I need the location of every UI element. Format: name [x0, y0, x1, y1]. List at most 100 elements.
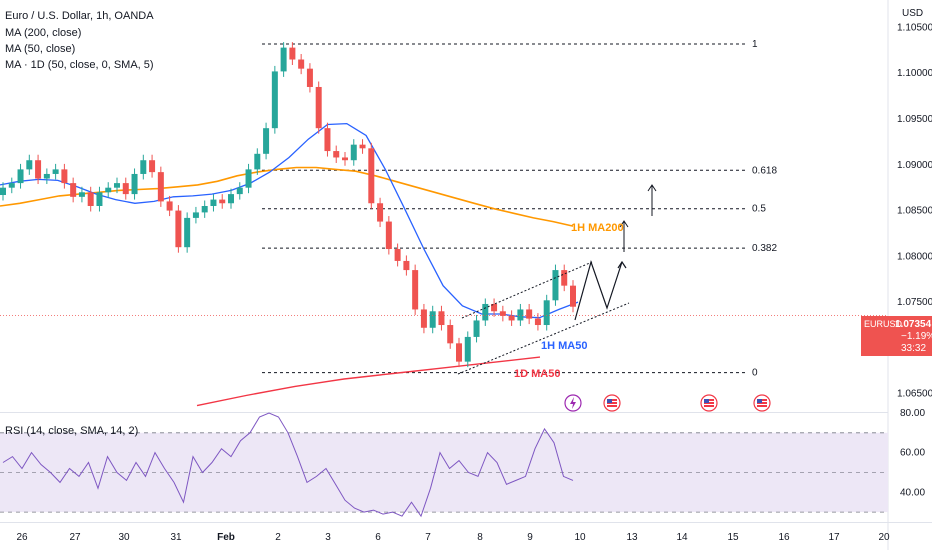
candle-body: [280, 47, 287, 72]
fib-level-label: 0: [752, 368, 758, 379]
lightning-event-icon[interactable]: [564, 394, 582, 412]
candle-body: [263, 128, 270, 154]
time-tick-label: 10: [574, 532, 586, 543]
flag-canton: [704, 399, 709, 403]
candle-body: [52, 169, 59, 174]
candle-body: [43, 173, 50, 179]
candle-body: [456, 343, 462, 362]
candle-body: [420, 309, 427, 328]
candle-body: [254, 153, 261, 170]
candle-body: [377, 203, 384, 222]
candle-body: [491, 303, 498, 312]
time-tick-label: 14: [676, 532, 688, 543]
price-tick-label: 1.08500: [897, 206, 932, 217]
legend-symbol[interactable]: Euro / U.S. Dollar, 1h, OANDA: [5, 10, 154, 22]
us-flag-event-icon[interactable]: [603, 394, 621, 412]
candle-body: [543, 300, 550, 326]
candle-body: [114, 183, 120, 188]
candle-body: [166, 201, 173, 211]
time-tick-label: 16: [778, 532, 790, 543]
candle-body: [271, 71, 278, 129]
candle-body: [245, 169, 252, 188]
price-badge-change: −1.19%: [901, 331, 932, 342]
fib-level-label: 0.5: [752, 204, 766, 215]
ma50-annotation: 1H MA50: [541, 340, 587, 352]
legend-rsi[interactable]: RSI (14, close, SMA, 14, 2): [5, 425, 139, 437]
price-axis-unit: USD: [902, 8, 923, 19]
time-tick-label: 20: [878, 532, 890, 543]
ma200-annotation: 1H MA200: [571, 222, 624, 234]
flag-stripe: [704, 404, 714, 405]
breakout-arrowhead: [647, 184, 657, 192]
candle-body: [70, 183, 77, 197]
channel-upper-line: [461, 261, 593, 319]
rsi-tick-label: 60.00: [900, 448, 925, 459]
time-tick-label: Feb: [217, 532, 235, 543]
time-tick-label: 30: [118, 532, 130, 543]
legend-ma200[interactable]: MA (200, close): [5, 27, 82, 39]
legend-ma50[interactable]: MA (50, close): [5, 43, 76, 55]
candle-body: [175, 210, 182, 248]
us-flag-event-icon[interactable]: [753, 394, 771, 412]
candle-body: [298, 59, 305, 69]
price-tick-label: 1.10500: [897, 22, 932, 33]
candle-body: [26, 160, 33, 170]
candle-body: [517, 309, 524, 321]
candle-body: [140, 160, 147, 174]
candle-body: [429, 311, 436, 328]
candle-body: [306, 68, 313, 87]
candle-body: [438, 311, 445, 326]
candle-body: [61, 169, 68, 184]
price-tick-label: 1.07500: [897, 297, 932, 308]
candle-body: [403, 260, 410, 271]
candle-body: [324, 128, 331, 152]
ma200-line: [0, 166, 574, 227]
rsi-tick-label: 40.00: [900, 487, 925, 498]
candle-body: [157, 172, 164, 202]
candle-body: [289, 47, 296, 60]
fib-level-label: 0.618: [752, 165, 777, 176]
time-tick-label: 9: [527, 532, 533, 543]
fib-level-label: 0.382: [752, 243, 777, 254]
candle-body: [412, 270, 419, 310]
candle-body: [184, 217, 191, 248]
flag-stripe: [757, 404, 767, 405]
candle-body: [35, 160, 42, 179]
candle-body: [78, 192, 85, 197]
candle-body: [228, 194, 234, 204]
time-tick-label: 26: [16, 532, 28, 543]
candle-body: [105, 187, 112, 193]
time-tick-label: 31: [170, 532, 182, 543]
channel-lower-line: [457, 302, 630, 375]
time-tick-label: 8: [477, 532, 483, 543]
candle-body: [192, 212, 199, 218]
flag-canton: [757, 399, 762, 403]
price-badge-symbol: EURUSD: [864, 319, 903, 329]
candle-body: [499, 311, 506, 316]
flag-canton: [607, 399, 612, 403]
candle-body: [236, 187, 243, 195]
candle-body: [87, 192, 94, 206]
time-tick-label: 2: [275, 532, 281, 543]
time-tick-label: 13: [626, 532, 638, 543]
candle-body: [210, 199, 217, 206]
candle-body: [17, 169, 24, 184]
price-tick-label: 1.09500: [897, 114, 932, 125]
candle-body: [464, 336, 471, 362]
us-flag-event-icon[interactable]: [700, 394, 718, 412]
rsi-tick-label: 80.00: [900, 408, 925, 419]
candle-body: [561, 270, 568, 286]
candle-body: [201, 206, 208, 213]
price-tick-label: 1.06500: [897, 389, 932, 400]
price-tick-label: 1.08000: [897, 251, 932, 262]
candle-body: [534, 318, 541, 326]
candle-body: [96, 192, 103, 206]
candle-body: [385, 221, 392, 250]
legend-ma1d[interactable]: MA · 1D (50, close, 0, SMA, 5): [5, 59, 154, 71]
time-tick-label: 17: [828, 532, 840, 543]
candle-body: [122, 183, 129, 195]
candle-body: [8, 183, 15, 188]
target-arrowhead: [619, 220, 629, 228]
rsi-line: [2, 412, 574, 518]
